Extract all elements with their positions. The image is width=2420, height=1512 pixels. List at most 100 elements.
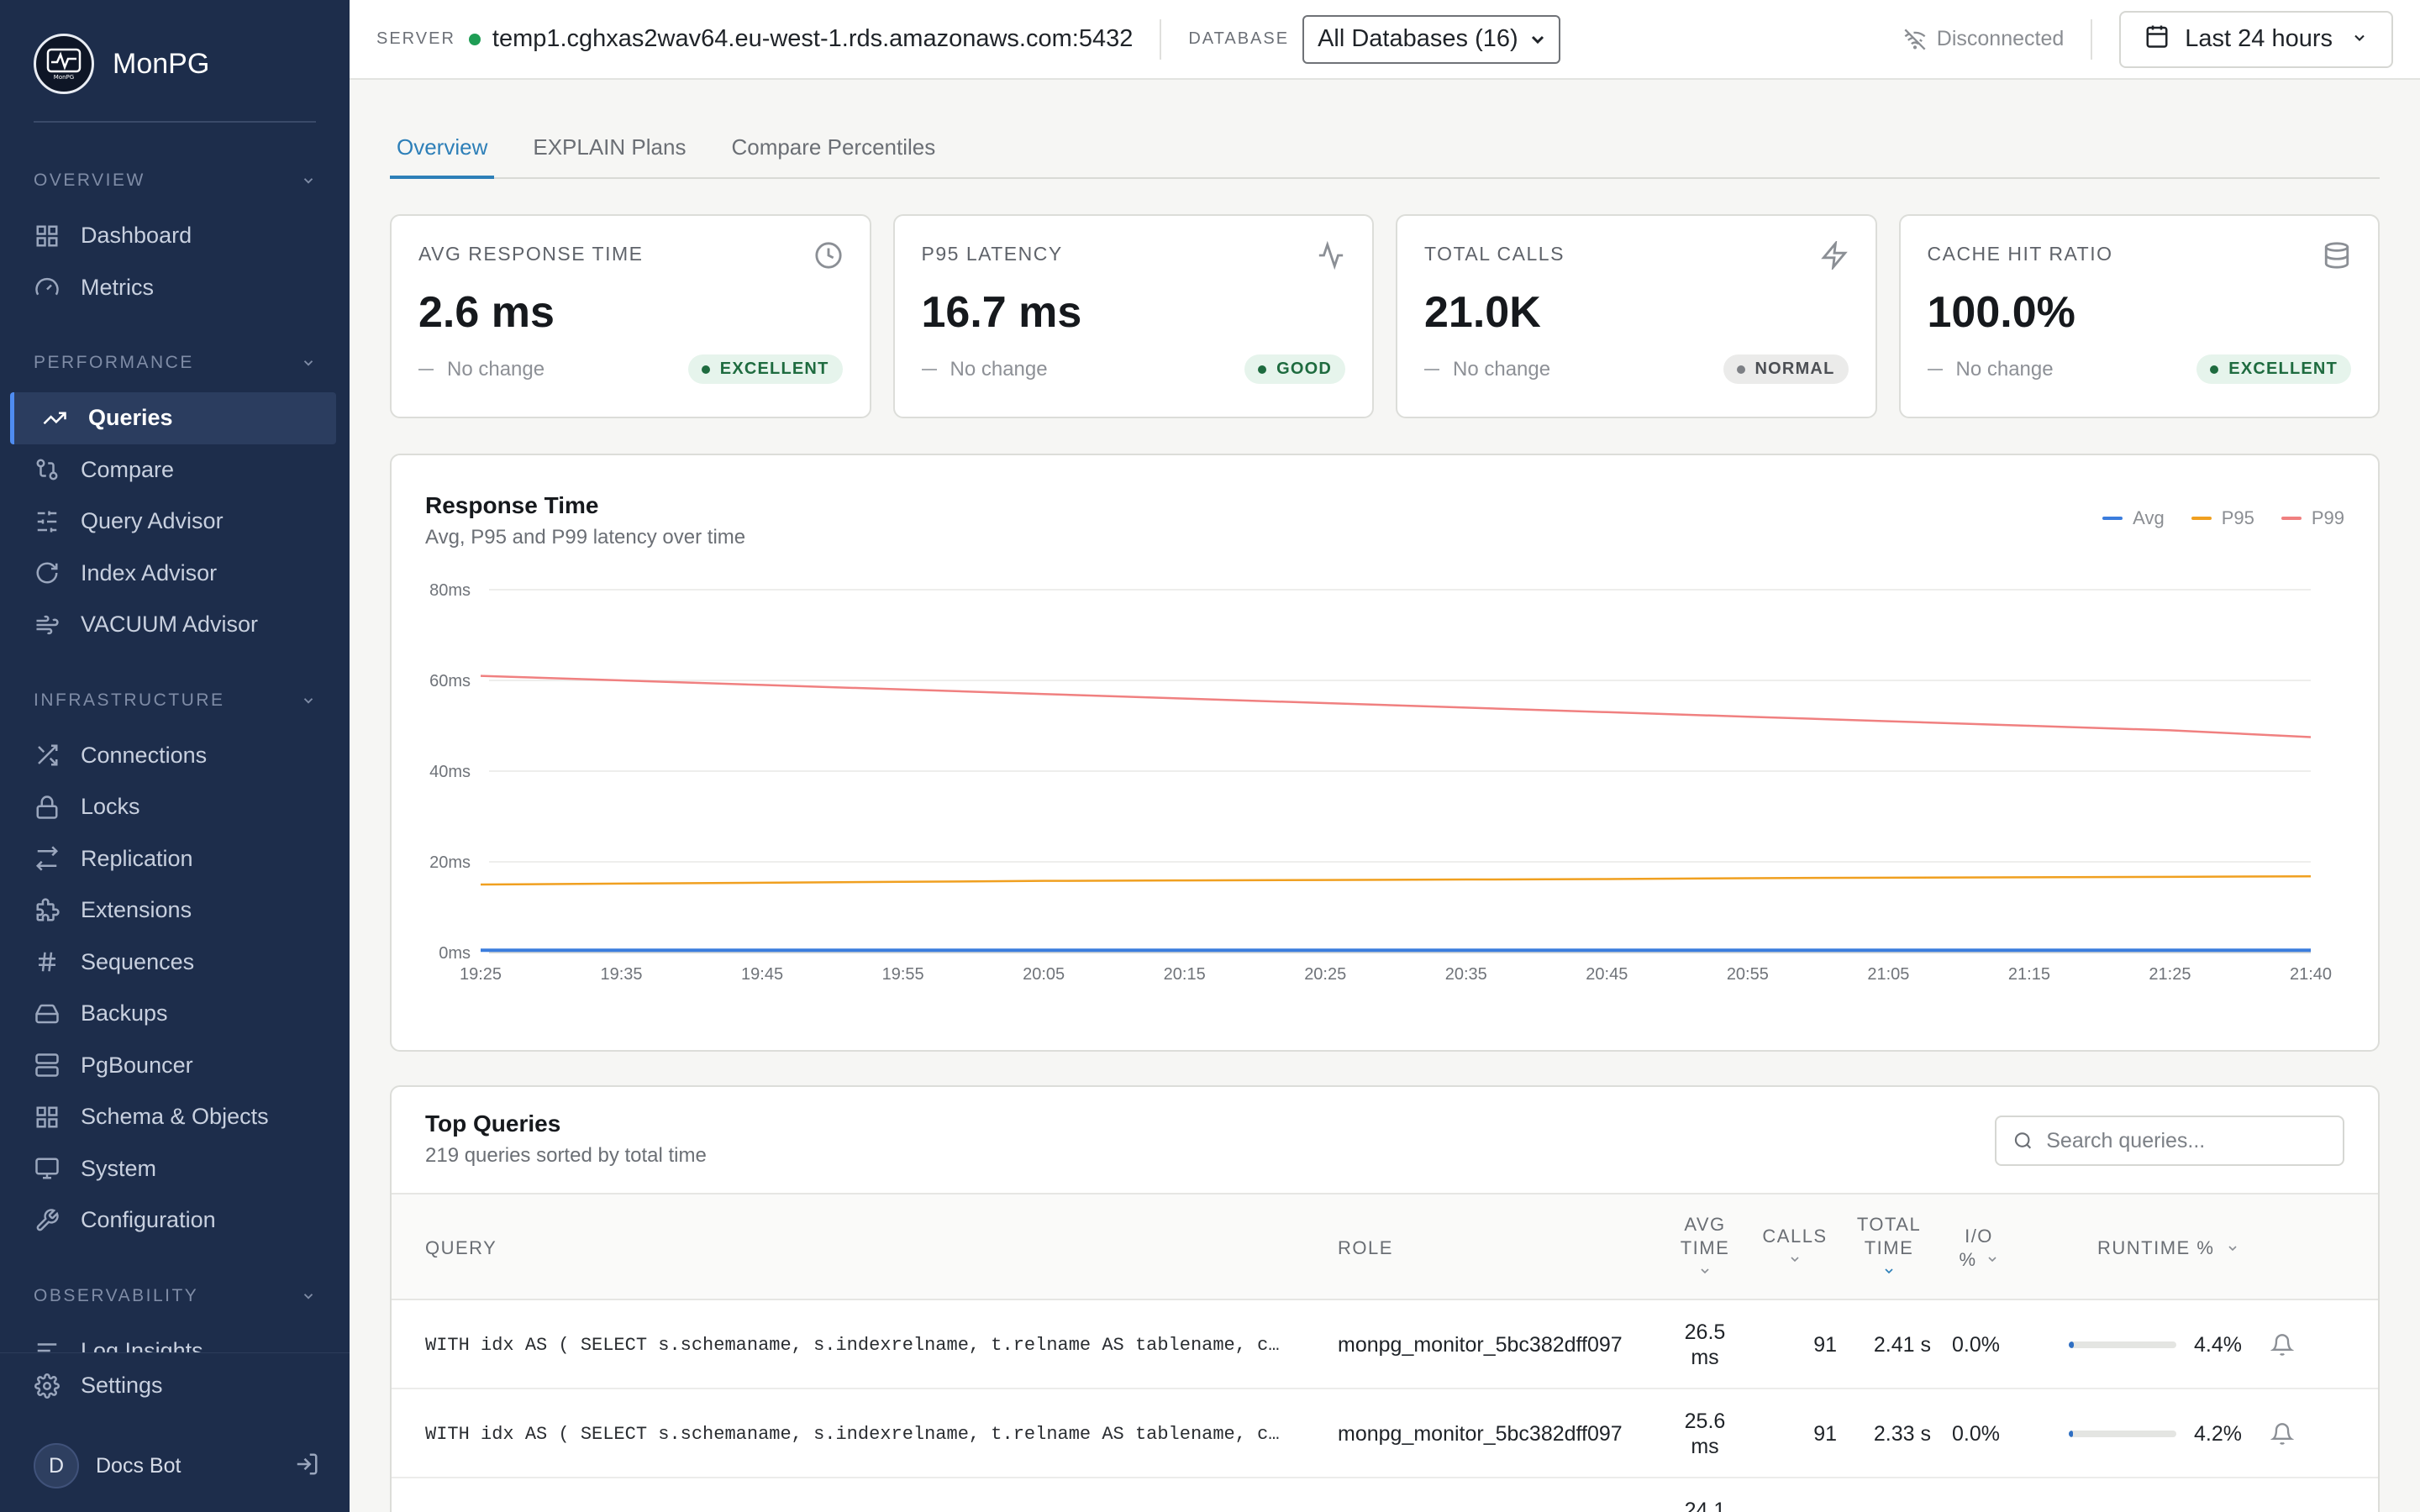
main: SERVER temp1.cghxas2wav64.eu-west-1.rds.… xyxy=(350,0,2420,1512)
query-text[interactable]: WITH idx AS ( SELECT s.schemaname, s.ind… xyxy=(425,1334,1280,1356)
sidebar-item-schema-and-objects[interactable]: Schema & Objects xyxy=(0,1091,350,1143)
avg-time: 24.1ms xyxy=(1667,1478,1743,1512)
tab-overview[interactable]: Overview xyxy=(390,134,495,179)
column-header-label: QUERY xyxy=(425,1237,497,1258)
io-percent: 0.0% xyxy=(1952,1421,2000,1446)
sidebar-item-label: Schema & Objects xyxy=(81,1104,269,1130)
nav-section-performance[interactable]: PERFORMANCE xyxy=(0,333,350,392)
sidebar-item-label: Dashboard xyxy=(81,223,192,249)
stat-card-avg-response-time: AVG RESPONSE TIME 2.6 ms No change EXCEL… xyxy=(390,214,871,418)
column-header-runtime[interactable]: RUNTIME % xyxy=(2097,1194,2239,1302)
nav-section-overview[interactable]: OVERVIEW xyxy=(0,151,350,210)
table-row[interactable]: SELECT … 24.1ms xyxy=(392,1478,2378,1512)
x-tick-label: 20:05 xyxy=(1023,965,1065,984)
sidebar-item-label: Queries xyxy=(88,405,173,431)
total-time: 2.33 s xyxy=(1873,1421,1931,1446)
sidebar-item-sequences[interactable]: Sequences xyxy=(0,937,350,989)
column-header-total-time[interactable]: TOTAL TIME xyxy=(1847,1194,1931,1302)
search-input[interactable] xyxy=(2046,1128,2326,1153)
sidebar-item-compare[interactable]: Compare xyxy=(0,444,350,496)
legend-label: P95 xyxy=(2221,507,2254,528)
query-role: monpg_monitor_5bc382dff097 xyxy=(1338,1332,1623,1357)
sidebar-item-index-advisor[interactable]: Index Advisor xyxy=(0,548,350,600)
runtime-percent: 4.2% xyxy=(2194,1421,2242,1446)
database-select[interactable]: All Databases (16) xyxy=(1302,14,1560,64)
server-label: SERVER xyxy=(376,29,455,48)
x-tick-label: 19:55 xyxy=(882,965,924,984)
sidebar-item-connections[interactable]: Connections xyxy=(0,730,350,782)
query-role xyxy=(1338,1478,1657,1512)
sidebar-item-pgbouncer[interactable]: PgBouncer xyxy=(0,1040,350,1092)
sidebar-item-dashboard[interactable]: Dashboard xyxy=(0,210,350,262)
sliders-icon xyxy=(34,508,60,535)
query-text[interactable]: WITH idx AS ( SELECT s.schemaname, s.ind… xyxy=(425,1423,1280,1445)
avatar[interactable]: D xyxy=(34,1443,79,1488)
tab-explain-plans[interactable]: EXPLAIN Plans xyxy=(533,134,687,160)
nav-section-infrastructure[interactable]: INFRASTRUCTURE xyxy=(0,671,350,730)
sidebar-item-label: Index Advisor xyxy=(81,559,218,585)
column-header-role[interactable]: ROLE xyxy=(1338,1194,1393,1302)
column-header-query[interactable]: QUERY xyxy=(425,1194,497,1302)
runtime-bar-track xyxy=(2069,1341,2176,1348)
server-host[interactable]: temp1.cghxas2wav64.eu-west-1.rds.amazona… xyxy=(492,25,1134,52)
nav-section-observability[interactable]: OBSERVABILITY xyxy=(0,1267,350,1326)
stat-card-change: No change xyxy=(418,358,544,381)
sidebar-item-extensions[interactable]: Extensions xyxy=(0,885,350,937)
avg-time: 25.6 ms xyxy=(1667,1389,1743,1478)
monitor-icon xyxy=(34,1155,60,1182)
column-header-label: AVG xyxy=(1684,1214,1726,1235)
sidebar-item-replication[interactable]: Replication xyxy=(0,833,350,885)
sidebar-item-configuration[interactable]: Configuration xyxy=(0,1194,350,1247)
sidebar-item-metrics[interactable]: Metrics xyxy=(0,262,350,314)
bell-icon[interactable] xyxy=(2270,1300,2304,1389)
wifi-off-icon xyxy=(1904,29,1926,50)
sidebar-nav: OVERVIEW Dashboard Metrics PERFORMANCE Queri… xyxy=(0,151,350,1352)
column-header-io[interactable]: I/O % xyxy=(1941,1194,2017,1302)
calendar-icon xyxy=(2144,24,2185,55)
sidebar-item-label: Query Advisor xyxy=(81,508,224,534)
table-row[interactable]: WITH idx AS ( SELECT s.schemaname, s.ind… xyxy=(392,1389,2378,1478)
lock-icon xyxy=(34,794,60,821)
stat-card-value: 2.6 ms xyxy=(418,288,555,337)
sidebar-item-vacuum-advisor[interactable]: VACUUM Advisor xyxy=(0,599,350,651)
puzzle-icon xyxy=(34,897,60,924)
sidebar-item-system[interactable]: System xyxy=(0,1143,350,1195)
response-time-chart[interactable]: 0ms 20ms 40ms 60ms 80ms 19:25 19:35 19:45 19:55 2… xyxy=(425,573,2346,1026)
sidebar-item-query-advisor[interactable]: Query Advisor xyxy=(0,496,350,548)
table-row[interactable]: WITH idx AS ( SELECT s.schemaname, s.ind… xyxy=(392,1300,2378,1389)
legend-label: P99 xyxy=(2311,507,2344,528)
sidebar-item-queries[interactable]: Queries xyxy=(10,392,336,444)
query-text[interactable]: SELECT … xyxy=(425,1478,1299,1512)
legend-item-avg[interactable]: Avg xyxy=(2102,507,2165,529)
topbar-divider xyxy=(2091,18,2093,60)
column-header-calls[interactable]: CALLS xyxy=(1753,1194,1837,1302)
sidebar-item-settings[interactable]: Settings xyxy=(0,1360,350,1412)
column-header-avg-time[interactable]: AVG TIME xyxy=(1667,1194,1743,1302)
io-percent: 0.0% xyxy=(1952,1332,2000,1357)
legend-item-p99[interactable]: P99 xyxy=(2281,507,2344,529)
sidebar-item-backups[interactable]: Backups xyxy=(0,988,350,1040)
tab-compare-percentiles[interactable]: Compare Percentiles xyxy=(731,134,936,160)
avg-time-unit: ms xyxy=(1691,1346,1719,1369)
shuffle-icon xyxy=(34,742,60,769)
query-search[interactable] xyxy=(1995,1116,2344,1166)
bell-icon[interactable] xyxy=(2270,1389,2304,1478)
time-range-button[interactable]: Last 24 hours xyxy=(2119,10,2393,68)
series-line-p99 xyxy=(480,675,2312,738)
x-tick-label: 21:25 xyxy=(2149,965,2191,984)
logout-icon[interactable] xyxy=(294,1452,319,1481)
server-icon xyxy=(34,1052,60,1079)
stat-card-value: 21.0K xyxy=(1424,288,1541,337)
calls: 91 xyxy=(1813,1421,1837,1446)
sidebar-item-label: Sequences xyxy=(81,948,195,974)
tab-bar: Overview EXPLAIN Plans Compare Percentil… xyxy=(390,80,2380,179)
status-badge: EXCELLENT xyxy=(2196,354,2351,384)
nav-section-gap xyxy=(0,313,350,333)
runtime-percent: 4.4% xyxy=(2194,1332,2242,1357)
legend-item-p95[interactable]: P95 xyxy=(2191,507,2254,529)
sidebar-item-locks[interactable]: Locks xyxy=(0,781,350,833)
sidebar-item-log-insights[interactable]: Log Insights xyxy=(0,1326,350,1352)
chevron-down-icon xyxy=(303,360,313,366)
x-tick-label: 21:15 xyxy=(2008,965,2050,984)
brand[interactable]: MonPG MonPG xyxy=(0,0,350,128)
